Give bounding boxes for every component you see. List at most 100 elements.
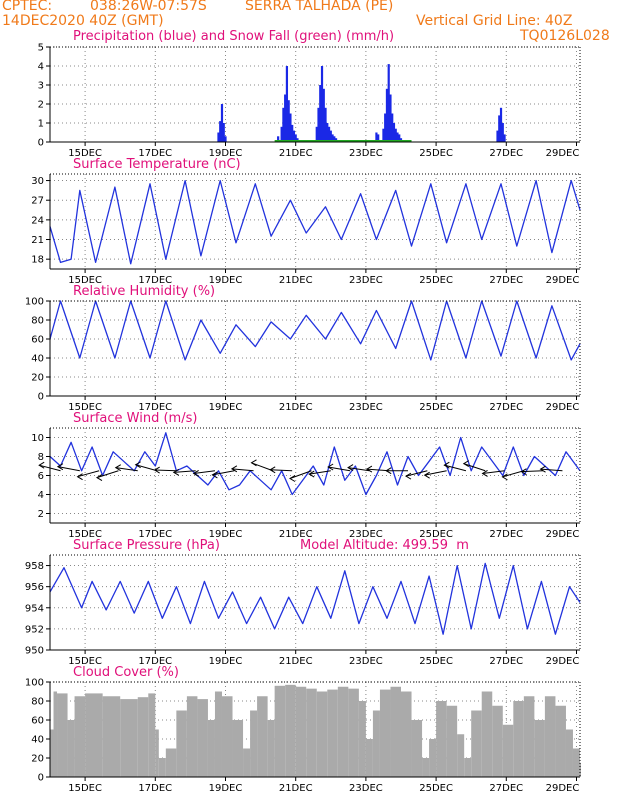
wind-vector-head bbox=[501, 473, 508, 481]
wind-xtick-label: 25DEC bbox=[419, 529, 453, 540]
precip-bar bbox=[396, 132, 399, 142]
cloud-bar bbox=[457, 734, 465, 777]
wind-vector bbox=[366, 468, 389, 472]
wind-vector-head bbox=[443, 461, 450, 469]
precip-xtick-label: 21DEC bbox=[279, 148, 313, 159]
precip-bar bbox=[391, 113, 394, 142]
cloud-bar bbox=[365, 739, 373, 777]
precip-bar bbox=[331, 134, 334, 142]
humidity-xtick-label: 21DEC bbox=[279, 402, 313, 413]
wind-ytick-label: 6 bbox=[38, 471, 44, 482]
precip-xtick-label: 15DEC bbox=[68, 148, 102, 159]
pressure-xtick-label: 15DEC bbox=[68, 656, 102, 667]
cloud-bar bbox=[348, 688, 359, 777]
wind-vector-head bbox=[134, 461, 141, 469]
temperature-line bbox=[49, 179, 581, 265]
cloud-bar bbox=[197, 699, 208, 777]
wind-vector-head bbox=[56, 463, 64, 471]
cloud-ytick-label: 40 bbox=[31, 735, 44, 746]
precip-bar bbox=[217, 132, 220, 142]
temperature-xtick-label: 21DEC bbox=[279, 275, 313, 286]
cloud-bar bbox=[267, 720, 275, 777]
humidity-ytick-label: 60 bbox=[31, 335, 44, 346]
precip-bar bbox=[327, 126, 331, 142]
wind-vector bbox=[270, 469, 293, 472]
cloud-bar bbox=[372, 710, 380, 777]
wind-vector-head bbox=[539, 465, 546, 473]
cloud-bar bbox=[481, 691, 493, 777]
header-run: 14DEC2020 40Z (GMT) bbox=[2, 13, 164, 29]
cloud-bar bbox=[544, 696, 556, 777]
cloud-bar bbox=[327, 689, 338, 777]
cloud-bar bbox=[214, 691, 222, 777]
wind-vector bbox=[502, 470, 524, 478]
cloud-bar bbox=[358, 701, 366, 777]
cloud-bar bbox=[471, 710, 482, 777]
precip-bar bbox=[329, 130, 332, 142]
temperature-ytick-label: 21 bbox=[31, 235, 44, 246]
wind-xtick-label: 29DEC bbox=[546, 529, 580, 540]
humidity-xtick-label: 25DEC bbox=[419, 402, 453, 413]
cloud-xtick-label: 29DEC bbox=[546, 783, 580, 794]
cloud-bar bbox=[464, 758, 472, 777]
precip-xtick-label: 19DEC bbox=[209, 148, 243, 159]
wind-vector-head bbox=[172, 468, 180, 476]
wind-xtick-label: 27DEC bbox=[489, 529, 523, 540]
cloud-bar bbox=[534, 720, 545, 777]
wind-vector-head bbox=[520, 468, 527, 476]
precip-ytick-label: 3 bbox=[38, 81, 44, 92]
temperature-ytick-label: 27 bbox=[31, 196, 44, 207]
wind-vector-head bbox=[192, 470, 199, 477]
precip-bar bbox=[387, 64, 390, 142]
pressure-xtick-label: 29DEC bbox=[546, 656, 580, 667]
precip-xtick-label: 25DEC bbox=[419, 148, 453, 159]
pressure-ytick-label: 952 bbox=[25, 624, 44, 635]
cloud-bar bbox=[337, 686, 349, 777]
temperature-ytick-label: 24 bbox=[31, 215, 44, 226]
precip-bar bbox=[377, 134, 380, 142]
wind-title: Surface Wind (m/s) bbox=[73, 411, 198, 426]
humidity-xtick-label: 19DEC bbox=[209, 402, 243, 413]
temperature-panel: 18 21 24 27 30 15DEC 17DEC 19DEC 21DEC 23DEC 25DEC… bbox=[31, 173, 581, 286]
precip-bar bbox=[375, 132, 378, 142]
wind-ytick-label: 4 bbox=[38, 490, 44, 501]
humidity-panel: 0 20 40 60 80 100 15DEC 17DEC 19DEC 21DEC 23DEC 25D… bbox=[25, 297, 581, 413]
cloud-bar bbox=[207, 720, 215, 777]
pressure-ytick-label: 954 bbox=[25, 603, 44, 614]
header-code: TQ0126L028 bbox=[520, 28, 610, 44]
wind-vector bbox=[96, 470, 119, 479]
wind-vector-head bbox=[38, 461, 45, 469]
cloud-bar bbox=[513, 701, 524, 777]
wind-vector-head bbox=[327, 463, 334, 471]
wind-vector bbox=[482, 470, 505, 474]
wind-ytick-label: 8 bbox=[38, 452, 44, 463]
precip-bar bbox=[320, 66, 324, 142]
precip-bar bbox=[384, 113, 387, 142]
wind-vector-head bbox=[365, 465, 373, 473]
cloud-bar bbox=[67, 720, 75, 777]
wind-vector bbox=[463, 463, 486, 472]
wind-line bbox=[49, 432, 581, 496]
pressure-xtick-label: 19DEC bbox=[209, 656, 243, 667]
temperature-title: Surface Temperature (nC) bbox=[73, 157, 241, 172]
cloud-xtick-label: 21DEC bbox=[279, 783, 313, 794]
pressure-xtick-label: 21DEC bbox=[279, 656, 313, 667]
wind-vector-head bbox=[153, 466, 160, 474]
wind-vector-head bbox=[230, 465, 238, 473]
wind-vector-head bbox=[114, 464, 122, 472]
precip-bar bbox=[287, 100, 290, 142]
humidity-ytick-label: 0 bbox=[38, 392, 44, 403]
wind-vector bbox=[115, 467, 138, 472]
cloud-bar bbox=[572, 748, 580, 777]
cloud-xtick-label: 27DEC bbox=[489, 783, 523, 794]
cloud-bar bbox=[306, 688, 317, 777]
wind-vector-head bbox=[481, 470, 488, 477]
wind-vector bbox=[57, 466, 80, 472]
pressure-ytick-label: 950 bbox=[25, 646, 44, 657]
header-grid-note: Vertical Grid Line: 40Z bbox=[416, 13, 573, 29]
cloud-bar bbox=[53, 691, 58, 777]
temperature-ytick-label: 30 bbox=[31, 176, 44, 187]
wind-xtick-label: 15DEC bbox=[68, 529, 102, 540]
precip-xtick-label: 29DEC bbox=[546, 148, 580, 159]
temperature-xtick-label: 27DEC bbox=[489, 275, 523, 286]
